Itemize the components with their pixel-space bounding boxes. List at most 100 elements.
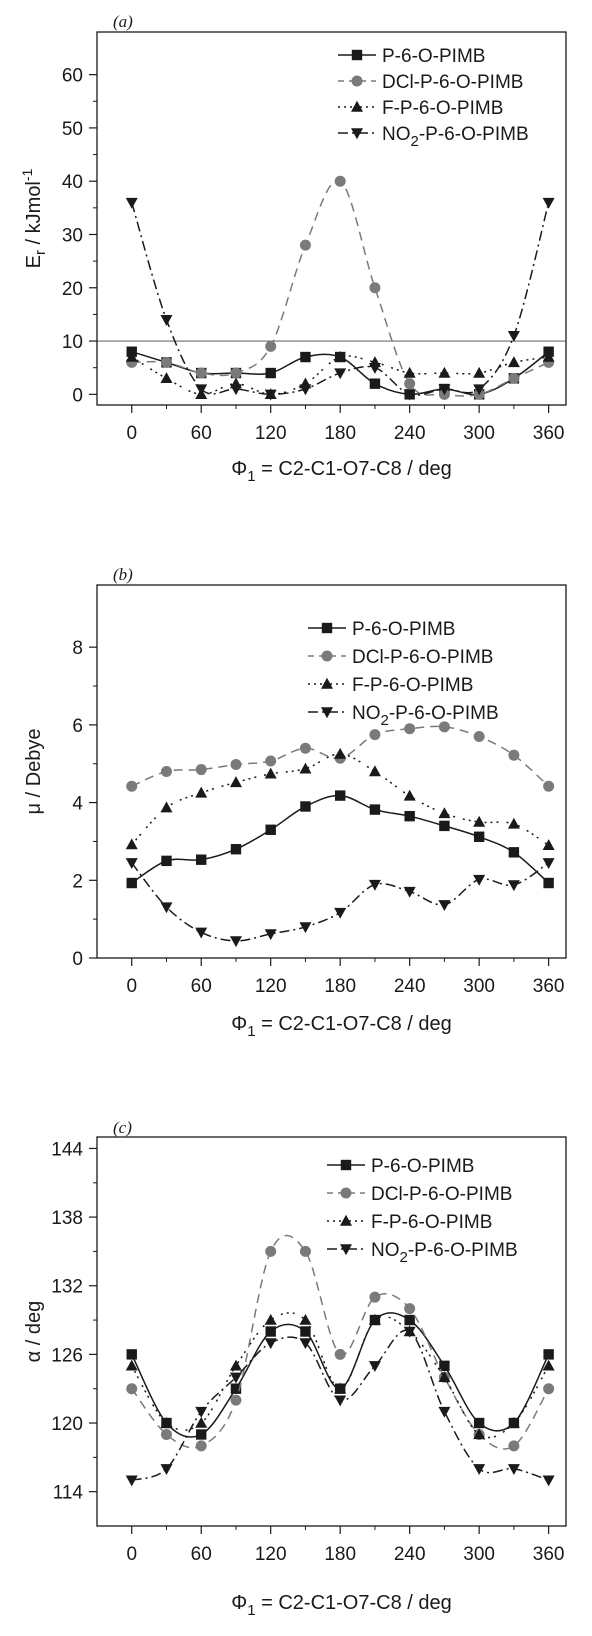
- x-tick-label: 60: [191, 1544, 212, 1565]
- y-tick-label: 40: [62, 172, 83, 193]
- data-point: [125, 1359, 138, 1371]
- legend-marker: [351, 100, 363, 112]
- legend-label: P-6-O-PIMB: [352, 619, 455, 640]
- y-axis-label: α / deg: [23, 1301, 45, 1363]
- data-point: [542, 858, 555, 870]
- data-point: [230, 1383, 242, 1394]
- x-tick-label: 180: [324, 1544, 356, 1565]
- x-axis-label: Φ1 = C2-C1-O7-C8 / deg: [231, 1592, 452, 1619]
- data-point: [403, 389, 416, 401]
- x-tick-label: 60: [191, 976, 212, 997]
- data-point: [507, 331, 520, 342]
- legend-marker: [351, 128, 363, 140]
- data-point: [160, 315, 173, 326]
- data-point: [507, 1464, 520, 1475]
- legend-marker: [340, 1159, 352, 1171]
- data-point: [230, 1394, 242, 1406]
- data-point: [404, 810, 415, 822]
- series-1: [126, 790, 554, 889]
- data-point: [265, 1245, 277, 1257]
- data-point: [369, 378, 381, 389]
- data-point: [334, 1395, 347, 1407]
- legend-marker: [321, 707, 333, 719]
- x-tick-label: 120: [255, 976, 287, 997]
- data-point: [334, 1348, 346, 1360]
- x-tick-label: 180: [324, 976, 356, 997]
- data-point: [264, 929, 277, 941]
- data-point: [125, 1475, 138, 1487]
- data-point: [195, 1440, 207, 1452]
- x-axis-label: Φ1 = C2-C1-O7-C8 / deg: [231, 458, 452, 485]
- data-point: [265, 824, 276, 835]
- data-point: [438, 1371, 451, 1382]
- legend-marker: [321, 677, 333, 689]
- data-point: [542, 197, 555, 209]
- data-point: [473, 1428, 486, 1440]
- data-point: [473, 815, 486, 827]
- data-point: [160, 372, 173, 384]
- data-point: [264, 389, 277, 401]
- x-tick-label: 240: [394, 976, 426, 997]
- x-tick-label: 360: [533, 976, 565, 997]
- data-point: [543, 1349, 554, 1360]
- data-point: [299, 1245, 311, 1257]
- legend-label: P-6-O-PIMB: [371, 1156, 474, 1177]
- y-tick-label: 20: [62, 279, 83, 300]
- data-point: [542, 1359, 555, 1371]
- legend-marker: [340, 1187, 352, 1199]
- y-tick-label: 60: [62, 66, 83, 87]
- legend: P-6-O-PIMB DCl-P-6-O-PIMB F-P-6-O-PIMB NO2-…: [338, 46, 529, 150]
- y-tick-label: 144: [51, 1139, 83, 1160]
- data-point: [473, 1417, 485, 1429]
- legend-label: F-P-6-O-PIMB: [371, 1212, 492, 1233]
- y-tick-label: 138: [51, 1208, 83, 1229]
- data-point: [160, 356, 172, 368]
- x-tick-label: 0: [126, 976, 137, 997]
- data-point: [438, 1406, 451, 1418]
- data-point: [160, 1464, 173, 1475]
- data-point: [264, 1338, 277, 1350]
- data-point: [473, 874, 486, 886]
- data-point: [264, 1313, 277, 1325]
- data-point: [508, 847, 520, 858]
- data-point: [195, 1416, 208, 1428]
- data-point: [368, 1361, 381, 1373]
- x-axis-label: Φ1 = C2-C1-O7-C8 / deg: [231, 1013, 452, 1040]
- series-3: [125, 1312, 555, 1440]
- y-tick-label: 6: [72, 716, 83, 737]
- legend-marker: [340, 1244, 352, 1256]
- series-line: [131, 862, 550, 942]
- data-point: [403, 789, 416, 801]
- data-point: [160, 766, 172, 777]
- series-line: [131, 1312, 550, 1438]
- y-axis-label: μ / Debye: [23, 728, 45, 814]
- panel-label: (b): [113, 565, 133, 584]
- data-point: [438, 384, 451, 396]
- panel-label: (a): [113, 12, 133, 31]
- legend: P-6-O-PIMB DCl-P-6-O-PIMB F-P-6-O-PIMB NO2-…: [327, 1156, 518, 1266]
- data-point: [160, 801, 173, 813]
- data-point: [368, 1313, 381, 1325]
- chart-panel-b: (b) 0 60 120 180 240 300 360 0 2 4 6 8 Φ1 = C2-C1-O7-…: [23, 565, 567, 1040]
- data-point: [507, 880, 520, 892]
- data-point: [473, 731, 485, 743]
- x-tick-label: 60: [191, 423, 212, 444]
- data-point: [195, 927, 208, 939]
- data-point: [543, 877, 554, 889]
- data-point: [542, 839, 555, 851]
- x-tick-label: 360: [533, 1544, 565, 1565]
- data-point: [507, 817, 520, 829]
- x-tick-label: 300: [463, 423, 495, 444]
- y-tick-label: 0: [72, 949, 83, 970]
- legend-label: NO2-P-6-O-PIMB: [352, 703, 499, 729]
- data-point: [334, 1382, 347, 1394]
- legend-label: F-P-6-O-PIMB: [382, 98, 503, 119]
- data-point: [229, 1372, 242, 1384]
- data-point: [230, 367, 242, 379]
- data-point: [300, 1326, 311, 1337]
- legend-marker: [321, 622, 333, 634]
- data-point: [229, 384, 242, 396]
- data-point: [160, 902, 173, 914]
- data-point: [404, 378, 416, 390]
- legend-marker: [340, 1214, 352, 1226]
